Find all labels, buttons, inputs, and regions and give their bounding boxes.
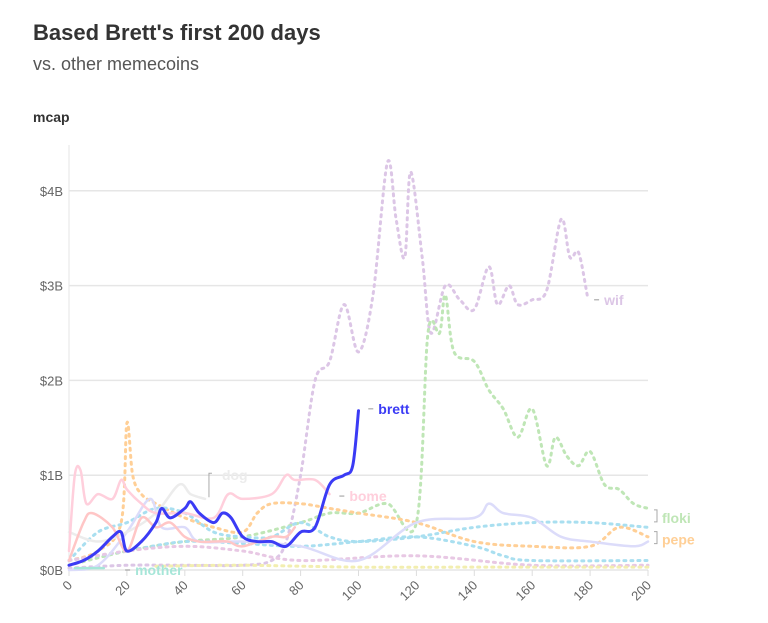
y-tick-label: $0B [40,563,63,578]
floki-label-bracket [654,509,658,523]
y-tick-label: $2B [40,373,63,388]
x-tick-label: 0 [59,578,75,594]
x-tick-label: 120 [397,578,423,604]
dog-label: dog [222,467,248,483]
chart-title: Based Brett's first 200 days [33,20,321,45]
bome-line [67,464,331,553]
wif-label: wif [603,292,624,308]
x-tick-label: 140 [454,578,480,604]
y-axis-label: mcap [33,109,70,125]
pepe-label: pepe [662,532,695,548]
series-4-line [67,535,650,563]
pepe-line [67,420,650,563]
x-tick-label: 100 [339,578,365,604]
mother-label: mother [135,562,183,578]
dog-label-bracket [208,472,212,498]
x-tick-label: 200 [628,578,654,604]
chart-subtitle: vs. other memecoins [33,54,200,74]
series-5-line [67,544,650,568]
y-tick-label: $4B [40,184,63,199]
x-tick-label: 20 [112,578,133,599]
y-tick-label: $1B [40,468,63,483]
bome-label: bome [349,488,387,504]
series-6-line [154,563,650,569]
brett-label: brett [378,401,409,417]
brett-line [67,409,360,567]
x-tick-label: 160 [512,578,538,604]
floki-label: floki [662,510,691,526]
series-7-line [67,497,650,572]
floki-line [67,293,650,567]
pepe-label-bracket [654,531,658,545]
x-tick-label: 180 [570,578,596,604]
x-tick-label: 40 [170,578,191,599]
y-tick-label: $3B [40,279,63,294]
x-tick-label: 60 [228,578,249,599]
x-tick-label: 80 [286,578,307,599]
